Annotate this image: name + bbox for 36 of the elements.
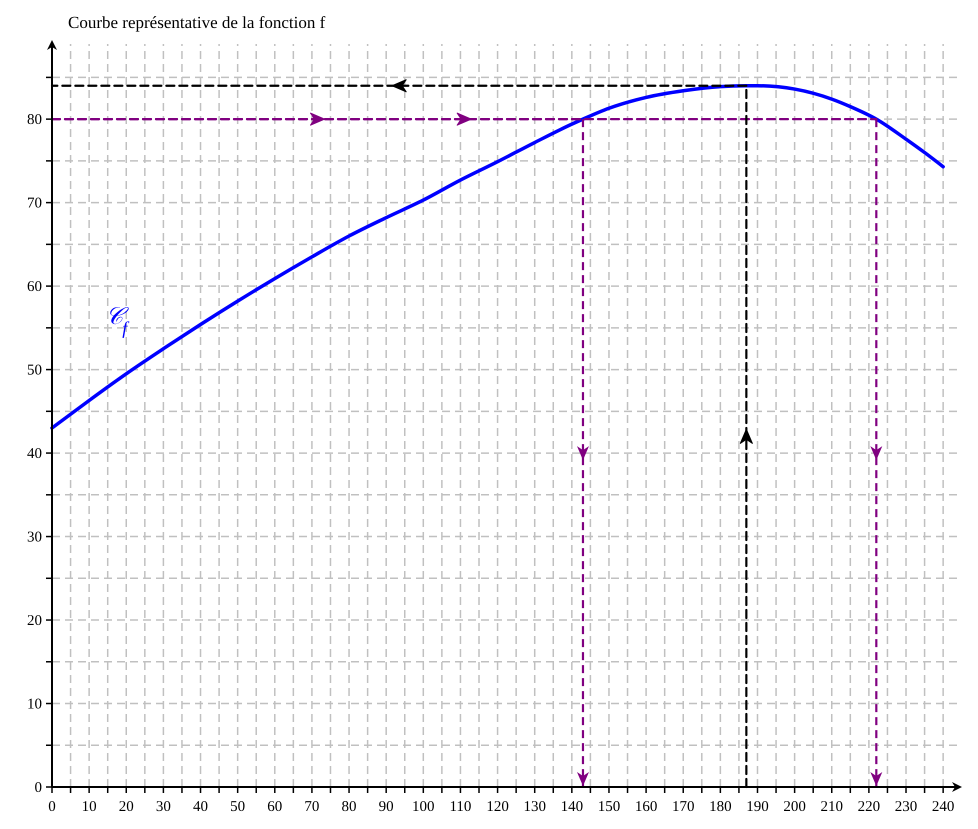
- x-tick-label: 0: [48, 799, 56, 815]
- y-tick-label: 30: [27, 530, 42, 546]
- y-tick-label: 60: [27, 279, 42, 296]
- x-tick-label: 130: [523, 799, 546, 815]
- x-tick-label: 170: [672, 799, 694, 815]
- x-tick-label: 150: [598, 799, 620, 815]
- x-tick-label: 10: [82, 799, 97, 815]
- series-label: 𝒞$_{f}$: [105, 304, 130, 338]
- x-tick-label: 110: [449, 799, 472, 815]
- y-tick-label: 20: [27, 613, 42, 630]
- x-tick-label: 80: [342, 799, 357, 815]
- x-tick-label: 50: [230, 799, 246, 815]
- x-tick-label: 100: [412, 799, 435, 815]
- y-tick-label: 10: [27, 696, 42, 713]
- x-tick-label: 60: [267, 799, 282, 815]
- x-tick-label: 20: [118, 799, 134, 815]
- x-tick-label: 120: [486, 799, 509, 815]
- x-tick-label: 90: [378, 799, 394, 815]
- x-tick-label: 210: [820, 799, 844, 815]
- x-tick-label: 160: [634, 799, 658, 815]
- chart-title: Courbe représentative de la fonction f: [68, 13, 326, 32]
- x-tick-label: 230: [894, 799, 918, 815]
- x-tick-label: 140: [560, 799, 584, 815]
- y-tick-label: 40: [27, 446, 42, 462]
- y-tick-label: 80: [27, 112, 42, 128]
- y-tick-label: 0: [34, 780, 42, 796]
- x-tick-label: 70: [304, 799, 320, 815]
- x-tick-label: 30: [156, 799, 171, 815]
- x-tick-label: 220: [858, 799, 880, 815]
- y-tick-label: 50: [27, 362, 42, 379]
- x-tick-label: 200: [783, 799, 806, 815]
- y-tick-label: 70: [27, 196, 42, 212]
- x-tick-label: 180: [709, 799, 732, 815]
- x-tick-label: 240: [932, 799, 954, 815]
- x-tick-label: 40: [193, 799, 208, 815]
- x-tick-label: 190: [746, 799, 769, 815]
